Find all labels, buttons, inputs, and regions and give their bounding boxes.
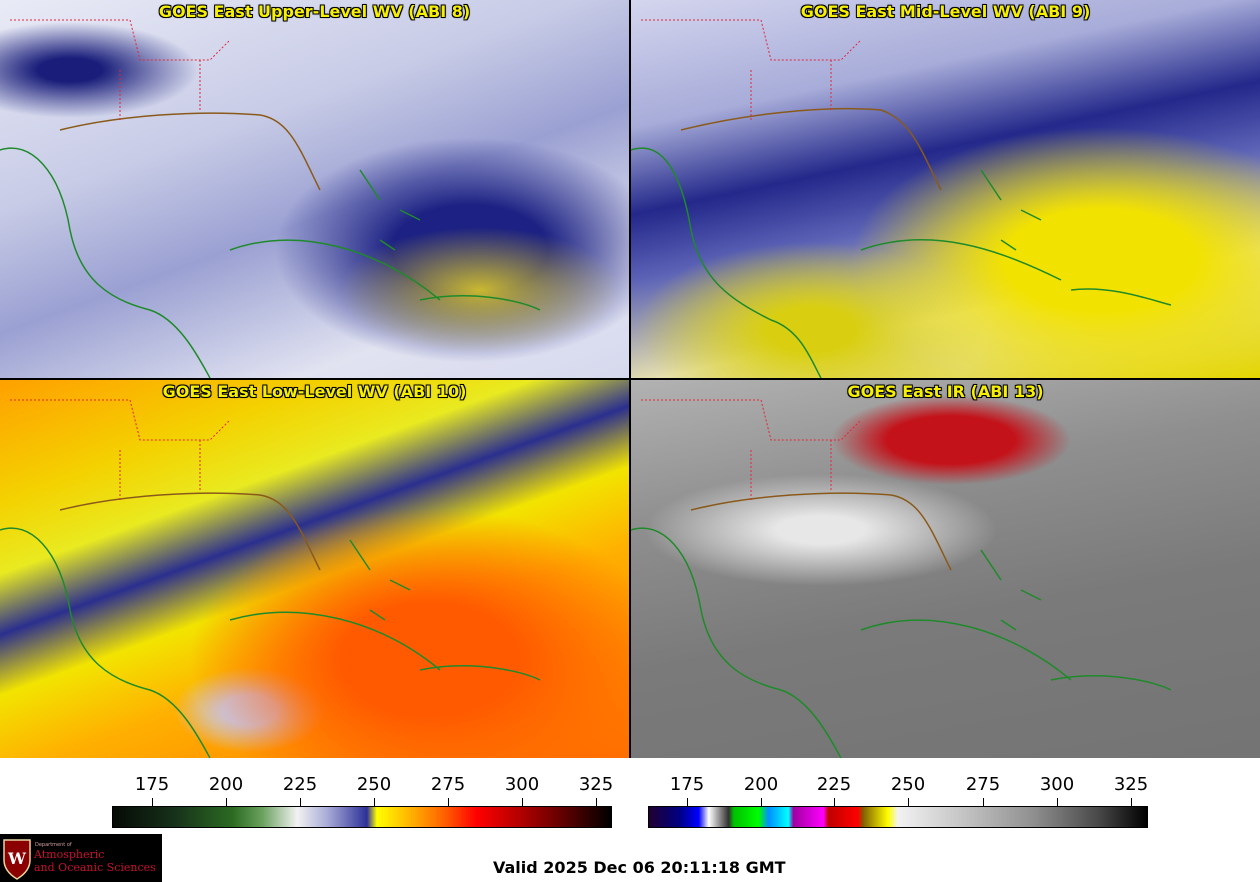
ir-tick-label: 175 bbox=[669, 774, 705, 795]
wv-tick-label: 175 bbox=[134, 774, 170, 795]
mid-level-wv-panel: GOES East Mid-Level WV (ABI 9) bbox=[631, 0, 1260, 378]
logo-line-1: Atmospheric bbox=[34, 848, 105, 861]
wv-colorbar-ticks: 175 200 225 250 275 300 325 bbox=[112, 770, 614, 795]
map-overlay bbox=[631, 399, 1172, 758]
upper-level-wv-panel: GOES East Upper-Level WV (ABI 8) bbox=[0, 0, 629, 378]
wv-tick-mark bbox=[300, 798, 301, 806]
ir-tick-mark bbox=[1057, 798, 1058, 806]
ir-tick-label: 250 bbox=[890, 774, 926, 795]
logo-small-text: Department of bbox=[35, 842, 72, 848]
ir-tick-mark bbox=[761, 798, 762, 806]
ir-colorbar-gradient bbox=[648, 806, 1148, 828]
department-logo: W Department of Atmospheric and Oceanic … bbox=[0, 834, 162, 882]
ir-tick-label: 325 bbox=[1113, 774, 1149, 795]
wv-tick-label: 275 bbox=[430, 774, 466, 795]
panel-title: GOES East IR (ABI 13) bbox=[847, 382, 1044, 401]
ir-tick-label: 225 bbox=[816, 774, 852, 795]
ir-tick-mark bbox=[687, 798, 688, 806]
valid-time-label: Valid 2025 Dec 06 20:11:18 GMT bbox=[493, 858, 786, 877]
panel-title: GOES East Upper-Level WV (ABI 8) bbox=[158, 2, 471, 21]
low-level-wv-panel: GOES East Low-Level WV (ABI 10) bbox=[0, 380, 629, 758]
ir-tick-mark bbox=[834, 798, 835, 806]
ir-tick-mark bbox=[983, 798, 984, 806]
ir-tick-label: 275 bbox=[965, 774, 1001, 795]
wv-tick-mark bbox=[596, 798, 597, 806]
ir-colorbar-ticks: 175 200 225 250 275 300 325 bbox=[648, 770, 1149, 795]
wv-tick-label: 300 bbox=[504, 774, 540, 795]
ir-tick-mark bbox=[1131, 798, 1132, 806]
wv-tick-mark bbox=[226, 798, 227, 806]
svg-text:W: W bbox=[7, 849, 27, 868]
wv-tick-mark bbox=[522, 798, 523, 806]
horizontal-divider bbox=[0, 378, 1260, 380]
wv-tick-label: 325 bbox=[578, 774, 614, 795]
wv-tick-mark bbox=[374, 798, 375, 806]
wv-colorbar-gradient bbox=[112, 806, 612, 828]
ir-tick-mark bbox=[908, 798, 909, 806]
wv-tick-label: 250 bbox=[356, 774, 392, 795]
ir-panel: GOES East IR (ABI 13) bbox=[631, 380, 1260, 758]
map-overlay bbox=[631, 19, 1172, 378]
wv-tick-mark bbox=[152, 798, 153, 806]
map-overlay bbox=[0, 399, 541, 758]
logo-line-2: and Oceanic Sciences bbox=[34, 861, 156, 874]
map-overlay bbox=[0, 19, 541, 378]
ir-tick-label: 300 bbox=[1039, 774, 1075, 795]
wv-tick-mark bbox=[448, 798, 449, 806]
panel-title: GOES East Mid-Level WV (ABI 9) bbox=[800, 2, 1091, 21]
panel-title: GOES East Low-Level WV (ABI 10) bbox=[162, 382, 467, 401]
wv-tick-label: 200 bbox=[208, 774, 244, 795]
wv-tick-label: 225 bbox=[282, 774, 318, 795]
ir-tick-label: 200 bbox=[743, 774, 779, 795]
university-crest-icon: W bbox=[3, 839, 31, 880]
